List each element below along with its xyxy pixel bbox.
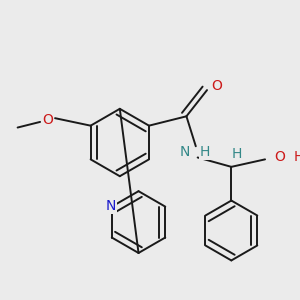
Text: N: N	[179, 145, 190, 159]
Text: H: H	[232, 147, 242, 161]
Text: N: N	[106, 199, 116, 213]
Text: H: H	[200, 145, 210, 159]
Text: O: O	[42, 113, 53, 127]
Text: H: H	[294, 150, 300, 164]
Text: O: O	[274, 150, 286, 164]
Text: O: O	[211, 80, 222, 93]
